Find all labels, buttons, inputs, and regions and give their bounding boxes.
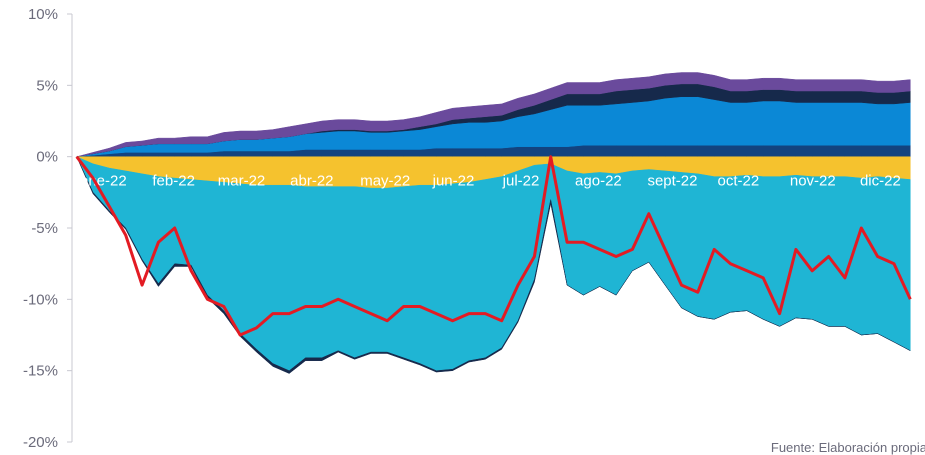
x-tick-label: abr-22 — [290, 173, 333, 190]
x-tick-label: jun-22 — [432, 173, 475, 190]
x-tick-label: feb-22 — [152, 173, 195, 190]
y-tick-label: -15% — [23, 363, 58, 380]
x-tick-label: nov-22 — [790, 173, 836, 190]
net-line — [75, 155, 912, 337]
y-tick-label: -10% — [23, 291, 58, 308]
y-axis: 10% 5% 0% -5% -10% -15% -20% — [23, 6, 73, 451]
x-tick-label: mar-22 — [218, 173, 266, 190]
y-tick-label: 0% — [36, 149, 58, 166]
negative-area-3 — [76, 156, 911, 374]
net-line-series — [75, 155, 912, 337]
x-tick-label: jul-22 — [502, 173, 540, 190]
negative-area-2 — [76, 156, 911, 371]
y-tick-label: -5% — [31, 220, 58, 237]
x-tick-label: oct-22 — [718, 173, 760, 190]
positive-area-4 — [76, 72, 911, 157]
y-tick-label: -20% — [23, 434, 58, 451]
x-tick-label: sept-22 — [647, 173, 697, 190]
x-axis-labels: ene-22 feb-22 mar-22 abr-22 may-22 jun-22 jul-… — [80, 173, 901, 190]
x-tick-label: ene-22 — [80, 173, 127, 190]
area-series — [76, 72, 911, 374]
source-note: Fuente: Elaboración propia — [770, 440, 925, 455]
x-tick-label: dic-22 — [860, 173, 901, 190]
y-tick-label: 10% — [28, 6, 58, 23]
x-tick-label: may-22 — [360, 173, 410, 190]
y-tick-label: 5% — [36, 77, 58, 94]
x-tick-label: ago-22 — [575, 173, 622, 190]
